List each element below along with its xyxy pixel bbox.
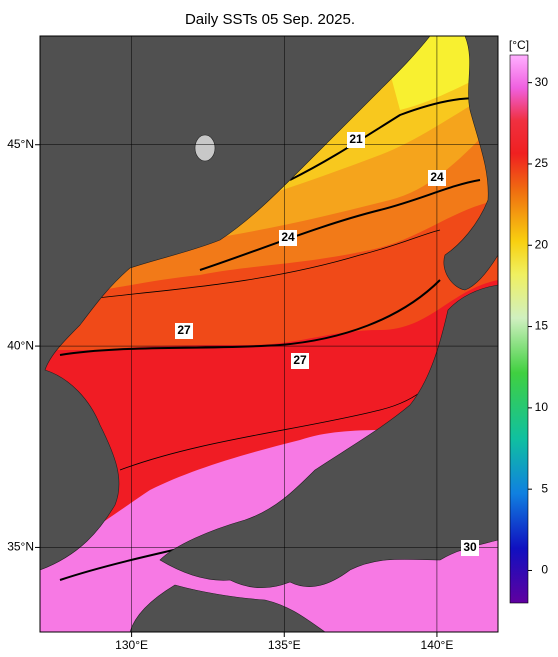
- contour-label-box: [428, 170, 446, 186]
- contour-label: 27: [293, 353, 307, 367]
- x-tick-label: 135°E: [268, 638, 301, 652]
- plot-frame: [39, 35, 499, 633]
- contour-label-box: [291, 353, 309, 369]
- lake: [194, 134, 216, 162]
- contour-label-box: [279, 230, 297, 246]
- contour-25: [79, 229, 441, 301]
- northern-islands: [443, 36, 498, 291]
- colorbar-tick-label: 30: [535, 75, 549, 89]
- contour-label-box: [347, 132, 365, 148]
- y-tick-label: 45°N: [7, 137, 34, 151]
- colorbar-tick-label: 10: [535, 400, 549, 414]
- y-tick-label: 40°N: [7, 338, 34, 352]
- colorbar-unit: [°C]: [509, 38, 529, 52]
- colorbar: [509, 54, 529, 604]
- main-island: [159, 284, 498, 589]
- colorbar-tick-label: 5: [541, 481, 548, 495]
- colorbar-tick-label: 15: [535, 319, 549, 333]
- contour-label-box: [175, 323, 193, 339]
- x-tick-label: 130°E: [115, 638, 148, 652]
- colorbar-tick-label: 25: [535, 156, 549, 170]
- y-tick-label: 35°N: [7, 540, 34, 554]
- southern-islands: [129, 584, 326, 632]
- graticule: [40, 36, 498, 632]
- x-tick-label: 140°E: [421, 638, 454, 652]
- title: Daily SSTs 05 Sep. 2025.: [185, 11, 355, 28]
- contour-label: 24: [430, 170, 444, 184]
- contour-24: [199, 179, 481, 271]
- contour-label: 24: [281, 230, 295, 244]
- map-field: [40, 36, 498, 632]
- contour-label: 30: [463, 540, 477, 554]
- contour-label: 21: [349, 132, 363, 146]
- contour-27: [59, 279, 441, 356]
- contour-label: 27: [177, 323, 191, 337]
- continent: [40, 36, 431, 571]
- contour-label-box: [461, 540, 479, 556]
- land: [40, 36, 498, 632]
- colorbar-tick-label: 0: [541, 563, 548, 577]
- colorbar-tick-label: 20: [535, 237, 549, 251]
